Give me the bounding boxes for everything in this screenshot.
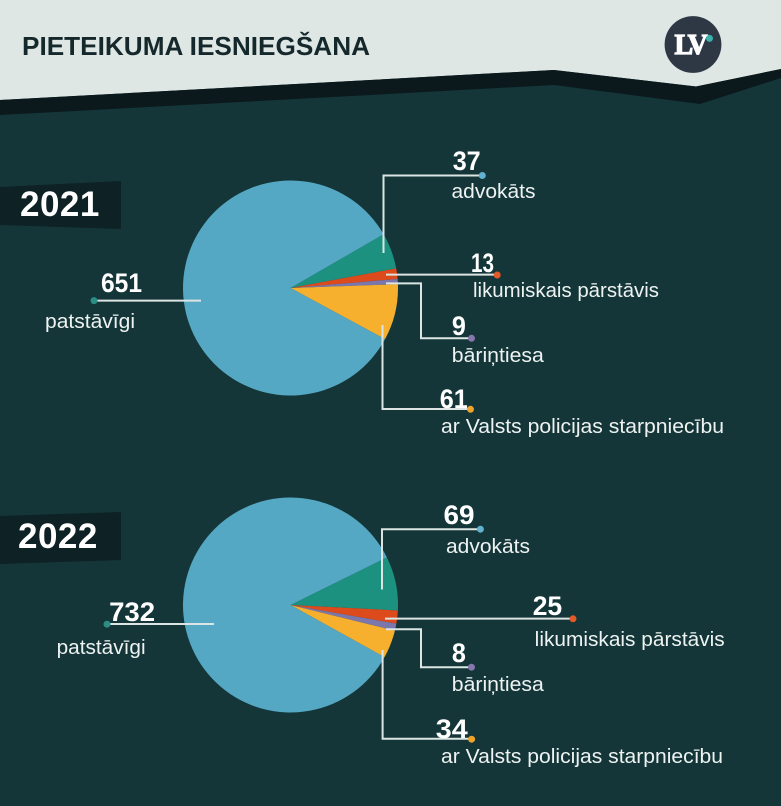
svg-text:69: 69 — [444, 500, 475, 530]
svg-text:PIETEIKUMA IESNIEGŠANA: PIETEIKUMA IESNIEGŠANA — [22, 31, 370, 61]
svg-text:61: 61 — [440, 384, 468, 414]
svg-text:likumiskais pārstāvis: likumiskais pārstāvis — [535, 628, 725, 651]
svg-text:advokāts: advokāts — [452, 180, 536, 203]
svg-text:advokāts: advokāts — [446, 535, 530, 558]
svg-text:ar Valsts policijas starpniecī: ar Valsts policijas starpniecību — [441, 745, 723, 768]
svg-text:25: 25 — [533, 591, 563, 621]
svg-text:bāriņtiesa: bāriņtiesa — [452, 344, 545, 367]
svg-text:651: 651 — [101, 268, 142, 298]
svg-text:732: 732 — [109, 597, 155, 627]
svg-text:likumiskais pārstāvis: likumiskais pārstāvis — [473, 279, 659, 302]
svg-text:37: 37 — [453, 146, 481, 176]
svg-text:13: 13 — [471, 248, 494, 278]
svg-text:2021: 2021 — [20, 185, 100, 224]
svg-text:LV: LV — [675, 30, 708, 61]
svg-text:8: 8 — [452, 638, 466, 668]
svg-text:patstāvīgi: patstāvīgi — [45, 310, 135, 333]
svg-text:bāriņtiesa: bāriņtiesa — [452, 673, 545, 696]
svg-text:ar Valsts policijas starpniecī: ar Valsts policijas starpniecību — [441, 415, 724, 438]
svg-text:9: 9 — [452, 311, 466, 341]
svg-text:34: 34 — [436, 714, 468, 744]
svg-text:patstāvīgi: patstāvīgi — [57, 636, 146, 659]
svg-text:2022: 2022 — [18, 517, 98, 556]
